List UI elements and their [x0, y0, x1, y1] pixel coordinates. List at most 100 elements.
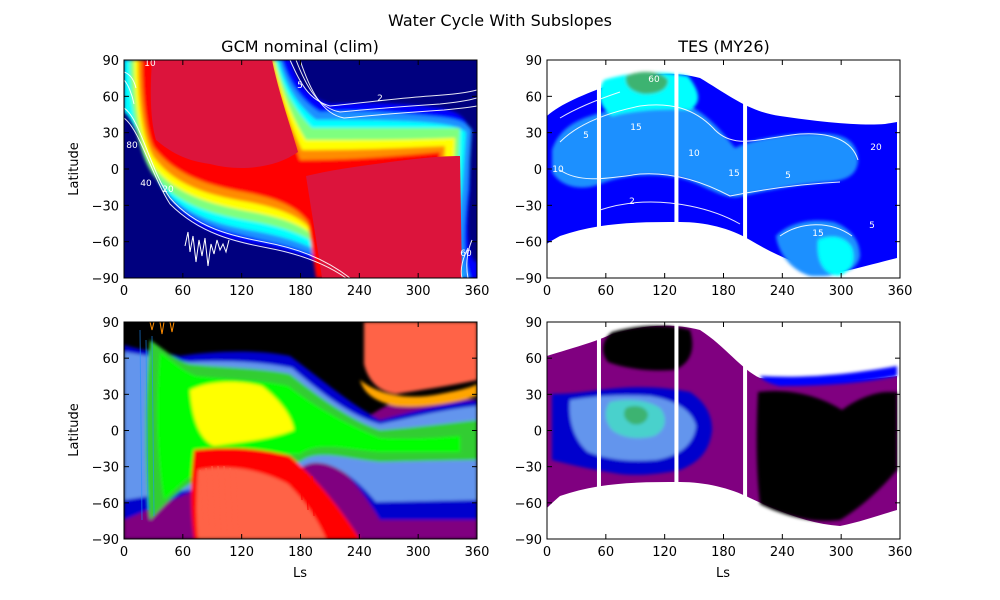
contour-label: 5	[785, 171, 791, 181]
x-tick-label: 0	[120, 545, 128, 560]
x-tick-label: 240	[347, 284, 372, 299]
x-tick-label: 300	[406, 284, 431, 299]
y-tick-label: 0	[111, 163, 119, 178]
x-tick-label: 240	[770, 545, 795, 560]
y-tick-label: 90	[525, 316, 542, 331]
band-cyan-south	[817, 236, 854, 276]
contour-labels: 5 10 15 2 10 15 5 15 20 60 5	[552, 75, 882, 239]
contour-label: 60	[648, 75, 660, 85]
y-tick-label: 60	[102, 352, 119, 367]
contour-label: 5	[583, 131, 589, 141]
y-tick-label: 30	[525, 388, 542, 403]
heatmap-field	[547, 322, 900, 539]
band-yellow	[190, 381, 294, 446]
noise-hatching	[139, 322, 315, 537]
x-axis-label: Ls	[293, 566, 307, 581]
x-tick-label: 300	[406, 545, 431, 560]
band-green	[625, 71, 668, 94]
x-tick-label: 360	[888, 545, 913, 560]
panel-gcm-top: GCM nominal (clim)	[67, 37, 489, 299]
x-tick-label: 0	[543, 545, 551, 560]
y-tick-label: −60	[515, 497, 542, 512]
x-tick-label: 0	[543, 284, 551, 299]
y-tick-label: 0	[534, 425, 542, 440]
contour-label: 2	[377, 94, 383, 104]
x-tick-label: 60	[598, 545, 615, 560]
contour-label: 10	[144, 59, 156, 69]
figure-suptitle: Water Cycle With Subslopes	[388, 11, 612, 30]
band-black-south	[756, 390, 897, 521]
y-tick-label: −90	[92, 533, 119, 548]
band-tomato-north	[364, 322, 477, 394]
y-tick-label: 90	[102, 54, 119, 69]
x-tick-label: 360	[465, 284, 490, 299]
contour-label: 10	[688, 149, 700, 159]
x-tick-label: 120	[229, 545, 254, 560]
heatmap-field: 2 5 10 20 40 60 80	[124, 59, 477, 278]
y-tick-label: −30	[92, 461, 119, 476]
y-tick-label: 0	[111, 425, 119, 440]
contour-lines	[124, 60, 477, 278]
x-tick-label: 240	[770, 284, 795, 299]
y-tick-label: 0	[534, 163, 542, 178]
contour-label: 15	[630, 123, 641, 133]
y-tick-label: 60	[525, 90, 542, 105]
contour-label: 2	[629, 197, 635, 207]
contour-label: 10	[552, 165, 564, 175]
data-gap-strip	[596, 60, 601, 278]
contour-label: 15	[812, 229, 823, 239]
data-gap-strip	[743, 322, 748, 539]
heatmap-field	[124, 322, 477, 539]
x-tick-label: 300	[829, 284, 854, 299]
y-tick-label: 90	[102, 316, 119, 331]
y-tick-label: −60	[515, 236, 542, 251]
band-green	[624, 406, 648, 425]
x-tick-label: 60	[598, 284, 615, 299]
band-dodger	[552, 103, 858, 198]
y-tick-label: −60	[92, 497, 119, 512]
x-tick-label: 120	[652, 545, 677, 560]
heatmap-field: 5 10 15 2 10 15 5 15 20 60 5	[547, 60, 900, 278]
contour-labels: 2 5 10 20 40 60 80	[126, 59, 472, 259]
x-tick-label: 60	[175, 545, 192, 560]
x-tick-label: 180	[288, 545, 313, 560]
band-cyan	[599, 72, 699, 116]
x-tick-label: 360	[888, 284, 913, 299]
panel-title: TES (MY26)	[677, 37, 770, 56]
data-gap-strip	[596, 322, 601, 539]
y-axis-label: Latitude	[67, 403, 82, 457]
band-orange-rim	[360, 380, 477, 407]
panel-gcm-bottom: Latitude Ls 0 60 120 180 240 300 3609060300−30…	[67, 316, 489, 581]
contour-label: 15	[728, 169, 739, 179]
y-tick-label: −60	[92, 236, 119, 251]
contour-label: 5	[297, 81, 303, 91]
contour-label: 20	[162, 185, 174, 195]
band-black-north	[603, 325, 693, 371]
x-axis-label: Ls	[716, 566, 730, 581]
y-tick-label: 60	[102, 90, 119, 105]
core-crimson-north	[150, 60, 298, 168]
x-tick-label: 300	[829, 545, 854, 560]
band-tomato-south	[196, 467, 326, 539]
y-tick-label: −90	[515, 533, 542, 548]
y-tick-label: 90	[525, 54, 542, 69]
data-gap-strip	[743, 60, 748, 278]
data-gap-strip	[674, 60, 679, 278]
y-tick-label: −30	[515, 199, 542, 214]
contour-label: 80	[126, 141, 138, 151]
x-tick-label: 60	[175, 284, 192, 299]
band-blue-rim	[760, 366, 897, 386]
data-gap-strips	[596, 60, 748, 278]
x-tick-label: 120	[652, 284, 677, 299]
x-tick-label: 0	[120, 284, 128, 299]
contour-label: 60	[460, 249, 472, 259]
y-tick-label: 30	[525, 127, 542, 142]
contour-label: 5	[869, 221, 875, 231]
y-tick-label: −30	[92, 199, 119, 214]
